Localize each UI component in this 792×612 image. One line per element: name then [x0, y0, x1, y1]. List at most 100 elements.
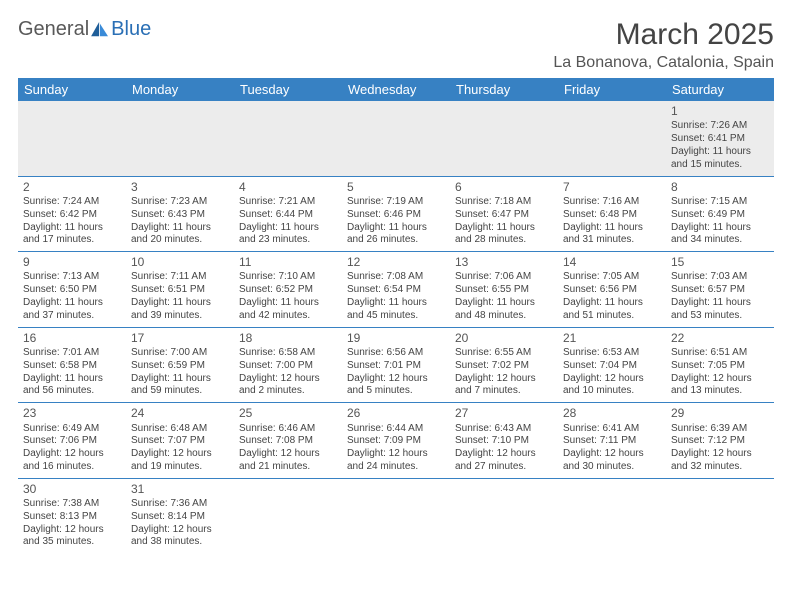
sunrise-line: Sunrise: 7:10 AM: [239, 271, 337, 284]
daylight-line: Daylight: 12 hours and 7 minutes.: [455, 373, 553, 399]
sunset-line: Sunset: 6:42 PM: [23, 209, 121, 222]
calendar-table: Sunday Monday Tuesday Wednesday Thursday…: [18, 78, 774, 553]
header: General Blue March 2025 La Bonanova, Cat…: [18, 18, 774, 72]
daylight-line: Daylight: 12 hours and 13 minutes.: [671, 373, 769, 399]
calendar-row: 2Sunrise: 7:24 AMSunset: 6:42 PMDaylight…: [18, 176, 774, 252]
daylight-line: Daylight: 11 hours and 28 minutes.: [455, 222, 553, 248]
day-number: 18: [239, 331, 337, 346]
sunset-line: Sunset: 6:49 PM: [671, 209, 769, 222]
calendar-cell: 12Sunrise: 7:08 AMSunset: 6:54 PMDayligh…: [342, 252, 450, 328]
logo: General Blue: [18, 18, 151, 41]
day-number: 19: [347, 331, 445, 346]
calendar-cell: [234, 478, 342, 553]
day-number: 7: [563, 180, 661, 195]
sunset-line: Sunset: 6:51 PM: [131, 284, 229, 297]
sunrise-line: Sunrise: 6:41 AM: [563, 423, 661, 436]
calendar-cell: 1Sunrise: 7:26 AMSunset: 6:41 PMDaylight…: [666, 101, 774, 176]
sunset-line: Sunset: 6:43 PM: [131, 209, 229, 222]
sunset-line: Sunset: 6:58 PM: [23, 360, 121, 373]
sunrise-line: Sunrise: 7:05 AM: [563, 271, 661, 284]
title-block: March 2025 La Bonanova, Catalonia, Spain: [553, 18, 774, 72]
daylight-line: Daylight: 12 hours and 16 minutes.: [23, 448, 121, 474]
daylight-line: Daylight: 12 hours and 35 minutes.: [23, 524, 121, 550]
sail-icon: [91, 22, 109, 38]
day-number: 20: [455, 331, 553, 346]
sunrise-line: Sunrise: 7:03 AM: [671, 271, 769, 284]
calendar-cell: 15Sunrise: 7:03 AMSunset: 6:57 PMDayligh…: [666, 252, 774, 328]
calendar-cell: [234, 101, 342, 176]
calendar-cell: 16Sunrise: 7:01 AMSunset: 6:58 PMDayligh…: [18, 327, 126, 403]
sunset-line: Sunset: 7:04 PM: [563, 360, 661, 373]
calendar-cell: [450, 101, 558, 176]
logo-text-blue: Blue: [111, 18, 151, 41]
calendar-cell: 21Sunrise: 6:53 AMSunset: 7:04 PMDayligh…: [558, 327, 666, 403]
sunrise-line: Sunrise: 7:13 AM: [23, 271, 121, 284]
sunrise-line: Sunrise: 6:51 AM: [671, 347, 769, 360]
calendar-row: 1Sunrise: 7:26 AMSunset: 6:41 PMDaylight…: [18, 101, 774, 176]
day-number: 9: [23, 255, 121, 270]
calendar-cell: 13Sunrise: 7:06 AMSunset: 6:55 PMDayligh…: [450, 252, 558, 328]
daylight-line: Daylight: 11 hours and 23 minutes.: [239, 222, 337, 248]
weekday-header-row: Sunday Monday Tuesday Wednesday Thursday…: [18, 78, 774, 101]
sunset-line: Sunset: 6:41 PM: [671, 133, 769, 146]
daylight-line: Daylight: 11 hours and 20 minutes.: [131, 222, 229, 248]
calendar-cell: 28Sunrise: 6:41 AMSunset: 7:11 PMDayligh…: [558, 403, 666, 479]
daylight-line: Daylight: 11 hours and 42 minutes.: [239, 297, 337, 323]
sunrise-line: Sunrise: 7:26 AM: [671, 120, 769, 133]
calendar-cell: 5Sunrise: 7:19 AMSunset: 6:46 PMDaylight…: [342, 176, 450, 252]
sunrise-line: Sunrise: 6:48 AM: [131, 423, 229, 436]
weekday-header: Thursday: [450, 78, 558, 101]
sunrise-line: Sunrise: 6:44 AM: [347, 423, 445, 436]
logo-text-general: General: [18, 18, 89, 41]
sunrise-line: Sunrise: 6:39 AM: [671, 423, 769, 436]
calendar-cell: 19Sunrise: 6:56 AMSunset: 7:01 PMDayligh…: [342, 327, 450, 403]
calendar-cell: 18Sunrise: 6:58 AMSunset: 7:00 PMDayligh…: [234, 327, 342, 403]
daylight-line: Daylight: 11 hours and 59 minutes.: [131, 373, 229, 399]
sunset-line: Sunset: 7:12 PM: [671, 435, 769, 448]
daylight-line: Daylight: 12 hours and 5 minutes.: [347, 373, 445, 399]
sunrise-line: Sunrise: 6:49 AM: [23, 423, 121, 436]
daylight-line: Daylight: 11 hours and 37 minutes.: [23, 297, 121, 323]
calendar-cell: 22Sunrise: 6:51 AMSunset: 7:05 PMDayligh…: [666, 327, 774, 403]
calendar-cell: 14Sunrise: 7:05 AMSunset: 6:56 PMDayligh…: [558, 252, 666, 328]
sunrise-line: Sunrise: 7:08 AM: [347, 271, 445, 284]
sunrise-line: Sunrise: 7:24 AM: [23, 196, 121, 209]
daylight-line: Daylight: 11 hours and 39 minutes.: [131, 297, 229, 323]
day-number: 14: [563, 255, 661, 270]
day-number: 8: [671, 180, 769, 195]
weekday-header: Monday: [126, 78, 234, 101]
calendar-row: 23Sunrise: 6:49 AMSunset: 7:06 PMDayligh…: [18, 403, 774, 479]
sunrise-line: Sunrise: 7:21 AM: [239, 196, 337, 209]
daylight-line: Daylight: 11 hours and 31 minutes.: [563, 222, 661, 248]
sunset-line: Sunset: 7:10 PM: [455, 435, 553, 448]
sunrise-line: Sunrise: 7:36 AM: [131, 498, 229, 511]
daylight-line: Daylight: 11 hours and 53 minutes.: [671, 297, 769, 323]
calendar-cell: 10Sunrise: 7:11 AMSunset: 6:51 PMDayligh…: [126, 252, 234, 328]
daylight-line: Daylight: 11 hours and 56 minutes.: [23, 373, 121, 399]
weekday-header: Wednesday: [342, 78, 450, 101]
sunset-line: Sunset: 6:57 PM: [671, 284, 769, 297]
daylight-line: Daylight: 12 hours and 19 minutes.: [131, 448, 229, 474]
calendar-cell: 8Sunrise: 7:15 AMSunset: 6:49 PMDaylight…: [666, 176, 774, 252]
sunrise-line: Sunrise: 7:01 AM: [23, 347, 121, 360]
day-number: 28: [563, 406, 661, 421]
day-number: 29: [671, 406, 769, 421]
calendar-cell: [342, 101, 450, 176]
calendar-cell: 31Sunrise: 7:36 AMSunset: 8:14 PMDayligh…: [126, 478, 234, 553]
sunset-line: Sunset: 7:05 PM: [671, 360, 769, 373]
sunset-line: Sunset: 7:08 PM: [239, 435, 337, 448]
day-number: 24: [131, 406, 229, 421]
sunset-line: Sunset: 6:56 PM: [563, 284, 661, 297]
calendar-cell: [666, 478, 774, 553]
day-number: 23: [23, 406, 121, 421]
day-number: 4: [239, 180, 337, 195]
calendar-cell: 11Sunrise: 7:10 AMSunset: 6:52 PMDayligh…: [234, 252, 342, 328]
sunrise-line: Sunrise: 6:46 AM: [239, 423, 337, 436]
day-number: 17: [131, 331, 229, 346]
calendar-cell: 25Sunrise: 6:46 AMSunset: 7:08 PMDayligh…: [234, 403, 342, 479]
sunrise-line: Sunrise: 7:16 AM: [563, 196, 661, 209]
day-number: 10: [131, 255, 229, 270]
daylight-line: Daylight: 12 hours and 32 minutes.: [671, 448, 769, 474]
daylight-line: Daylight: 11 hours and 34 minutes.: [671, 222, 769, 248]
sunset-line: Sunset: 8:13 PM: [23, 511, 121, 524]
